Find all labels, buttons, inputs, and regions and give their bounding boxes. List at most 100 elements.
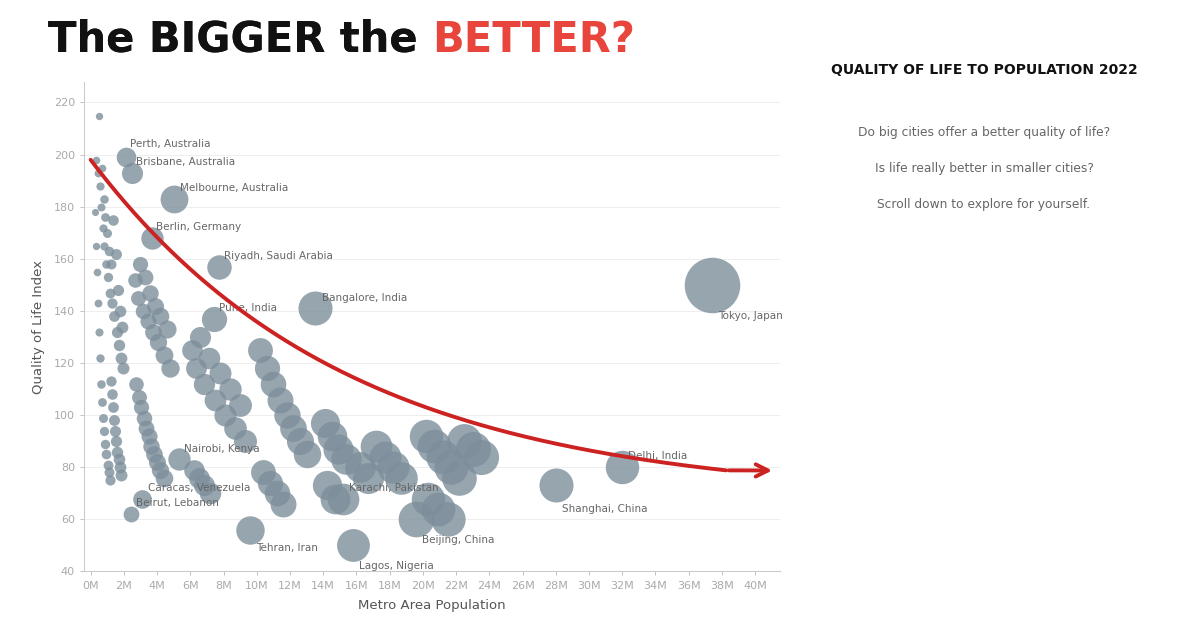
Point [131,259,150,269]
Point [130,392,149,402]
Point [132,494,151,504]
Point [257,363,276,373]
Point [104,415,124,425]
Text: Beijing, China: Beijing, China [422,535,494,545]
Point [146,301,166,311]
Point [305,303,324,313]
Text: Karachi, Pakistan: Karachi, Pakistan [349,483,438,493]
Point [334,494,353,504]
Point [235,436,254,447]
Point [103,215,122,225]
Point [97,228,116,238]
Point [126,274,145,284]
Point [107,327,126,337]
Point [89,298,108,308]
Text: Perth, Australia: Perth, Australia [130,139,210,149]
Point [112,470,131,480]
Point [343,541,362,551]
Point [94,194,113,204]
Point [121,509,140,519]
Point [169,455,188,465]
Point [264,379,283,389]
Point [110,306,130,316]
Text: The BIGGER the: The BIGGER the [48,19,432,61]
Point [89,111,108,121]
Point [425,441,444,452]
Text: The BIGGER the: The BIGGER the [48,19,432,61]
Point [140,288,160,298]
Point [109,455,128,465]
Point [416,431,436,441]
Point [148,457,167,467]
Point [143,327,162,337]
Point [98,467,118,477]
Point [92,163,112,173]
X-axis label: Metro Area Population: Metro Area Population [358,599,506,612]
Point [322,431,341,441]
Point [161,363,180,373]
Point [221,384,240,394]
Point [283,423,302,433]
Point [329,444,348,454]
Point [612,462,631,472]
Y-axis label: Quality of Life Index: Quality of Life Index [32,259,46,394]
Point [367,441,386,452]
Point [190,473,209,483]
Point [216,410,235,420]
Point [134,413,154,423]
Point [391,473,410,483]
Point [127,379,146,389]
Point [143,233,162,243]
Point [102,259,121,269]
Point [139,431,158,441]
Text: BETTER?: BETTER? [432,19,635,61]
Point [186,363,205,373]
Text: Riyadh, Saudi Arabia: Riyadh, Saudi Arabia [224,251,334,261]
Point [92,397,112,407]
Point [136,272,155,282]
Point [194,379,214,389]
Point [157,324,176,334]
Point [98,272,118,282]
Point [290,436,310,447]
Point [274,499,293,509]
Point [103,298,122,308]
Point [91,353,110,363]
Point [86,241,106,251]
Point [164,194,184,204]
Point [110,462,130,472]
Text: Do big cities offer a better quality of life?: Do big cities offer a better quality of … [858,126,1110,139]
Text: Nairobi, Kenya: Nairobi, Kenya [185,443,260,453]
Text: Scroll down to explore for yourself.: Scroll down to explore for yourself. [877,198,1091,212]
Point [350,462,370,472]
Point [128,293,148,303]
Text: Delhi, India: Delhi, India [628,452,688,462]
Point [88,267,107,277]
Point [546,480,565,490]
Point [184,465,203,475]
Point [149,337,168,347]
Point [106,426,125,436]
Point [442,462,461,472]
Point [94,413,113,423]
Point [270,394,289,404]
Point [455,436,474,447]
Point [438,514,457,524]
Point [154,350,173,360]
Point [109,340,128,350]
Text: QUALITY OF LIFE TO POPULATION 2022: QUALITY OF LIFE TO POPULATION 2022 [830,63,1138,77]
Point [90,327,109,337]
Point [106,249,125,259]
Point [96,212,115,222]
Point [325,494,344,504]
Point [100,246,119,256]
Point [199,353,218,363]
Point [702,280,721,290]
Point [376,452,395,462]
Point [116,152,136,162]
Point [316,418,335,428]
Point [122,168,142,178]
Point [96,259,115,269]
Point [101,288,120,298]
Point [112,353,131,363]
